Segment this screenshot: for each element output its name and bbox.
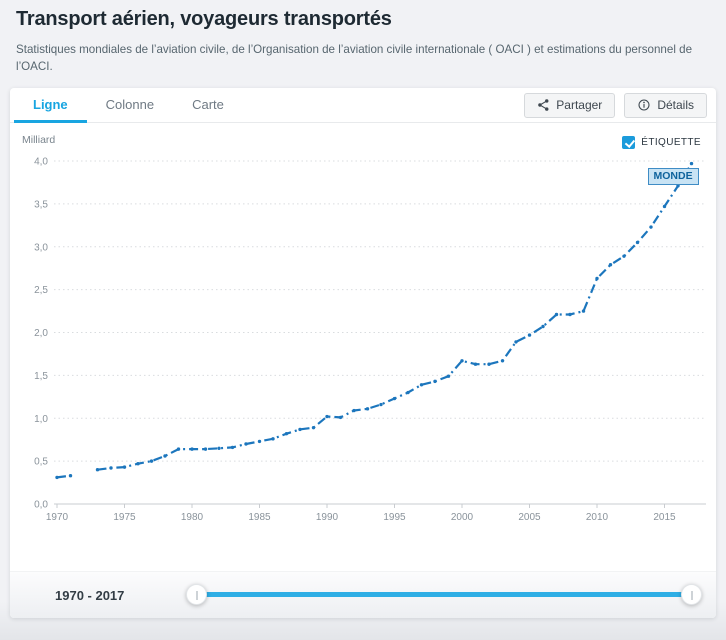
svg-text:2,5: 2,5 [34, 285, 48, 296]
svg-text:1995: 1995 [383, 512, 406, 523]
time-range-slider [186, 584, 702, 606]
info-icon [637, 98, 651, 112]
tab-colonne[interactable]: Colonne [105, 97, 155, 112]
svg-text:1990: 1990 [316, 512, 339, 523]
svg-text:2005: 2005 [518, 512, 541, 523]
page-header: Transport aérien, voyageurs transportés … [0, 0, 726, 75]
svg-text:1970: 1970 [46, 512, 69, 523]
slider-handle-right[interactable] [681, 584, 702, 605]
svg-text:2,0: 2,0 [34, 328, 48, 339]
details-button[interactable]: Détails [624, 92, 707, 118]
tab-ligne[interactable]: Ligne [14, 88, 87, 123]
etiquette-checkbox[interactable]: ÉTIQUETTE [622, 136, 701, 149]
page-subtitle: Statistiques mondiales de l’aviation civ… [16, 43, 693, 73]
svg-text:0,5: 0,5 [34, 457, 48, 468]
chart-toolbar: Partager Détails [524, 88, 716, 122]
svg-text:3,0: 3,0 [34, 242, 48, 253]
line-chart-plot[interactable]: 0,0 0,5 1,0 1,5 2,0 2,5 3,0 3,5 4,0 1970 1975 1980 1… [10, 123, 716, 571]
svg-text:2000: 2000 [451, 512, 474, 523]
series-label-monde: MONDE [647, 167, 699, 185]
svg-text:1,5: 1,5 [34, 371, 48, 382]
etiquette-label: ÉTIQUETTE [641, 137, 701, 148]
share-icon [537, 98, 550, 112]
slider-handle-left[interactable] [186, 584, 207, 605]
svg-text:4,0: 4,0 [34, 157, 48, 168]
page-title: Transport aérien, voyageurs transportés [16, 8, 392, 30]
share-button[interactable]: Partager [524, 92, 616, 118]
svg-text:1980: 1980 [181, 512, 204, 523]
chart-tabbar: Ligne Colonne Carte Partager Détails [10, 88, 716, 123]
chart-card: Ligne Colonne Carte Partager Détails Mil… [10, 88, 716, 618]
svg-text:1975: 1975 [113, 512, 136, 523]
svg-text:0,0: 0,0 [34, 500, 48, 511]
checkbox-checked-icon[interactable] [622, 136, 636, 149]
share-button-label: Partager [556, 98, 603, 112]
time-range-label: 1970 - 2017 [55, 587, 125, 603]
slider-track[interactable] [196, 592, 692, 597]
tab-carte[interactable]: Carte [192, 97, 224, 112]
axis-unit-label: Milliard [22, 134, 56, 146]
time-range-bar: 1970 - 2017 [10, 571, 716, 618]
svg-text:1985: 1985 [248, 512, 271, 523]
svg-text:2015: 2015 [653, 512, 676, 523]
chart-area: Milliard ÉTIQUETTE 0,0 0,5 1,0 1,5 2,0 2,5 3,0… [10, 123, 716, 571]
details-button-label: Détails [657, 98, 694, 112]
svg-text:2010: 2010 [586, 512, 609, 523]
svg-text:3,5: 3,5 [34, 199, 48, 210]
svg-text:1,0: 1,0 [34, 414, 48, 425]
